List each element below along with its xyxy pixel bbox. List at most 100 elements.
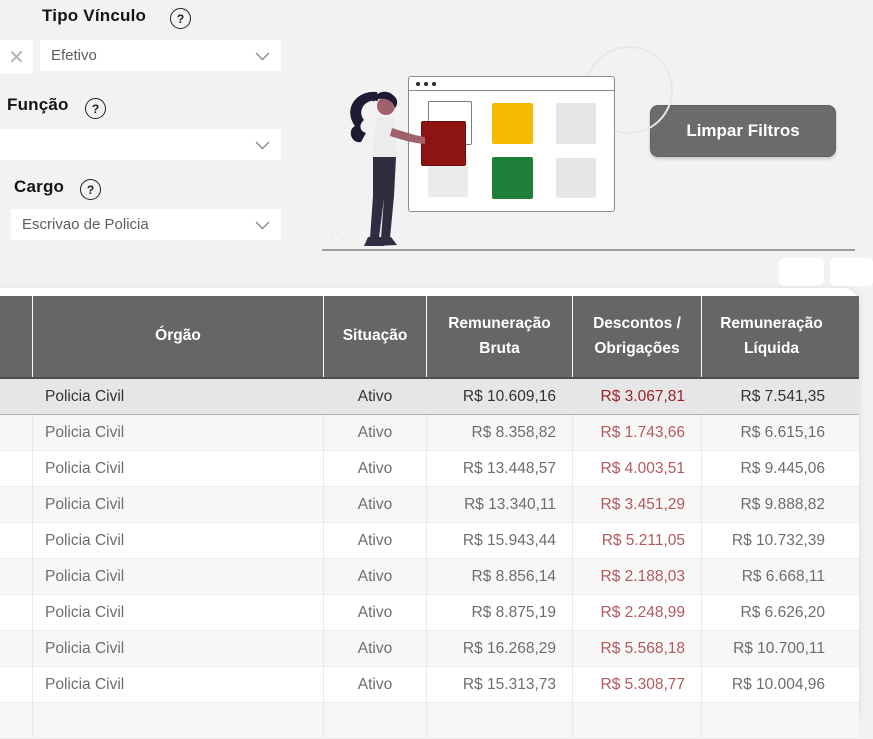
cell-blank: [0, 451, 33, 486]
cell-remuneracao-bruta: R$ 8.875,19: [427, 595, 573, 630]
cell-remuneracao-liquida: R$ 10.732,39: [731, 531, 825, 549]
cell-orgao: Policia Civil: [33, 631, 324, 666]
cell-situacao: Ativo: [324, 487, 427, 522]
cell-situacao: Ativo: [324, 595, 427, 630]
cell-remuneracao-liquida: R$ 7.541,35: [740, 387, 825, 405]
cell-blank: [0, 523, 33, 558]
person-illustration: [350, 91, 425, 246]
cell-remuneracao-bruta: R$ 8.358,82: [427, 415, 573, 450]
tipo-vinculo-value: Efetivo: [51, 47, 97, 64]
cell-remuneracao-bruta: R$ 15.943,44: [427, 523, 573, 558]
results-table-card: Órgão Situação Remuneração Bruta Descont…: [0, 288, 859, 739]
table-row[interactable]: Policia Civil Ativo R$ 15.943,44 R$ 5.21…: [0, 523, 859, 559]
clear-tipo-vinculo-button[interactable]: ✕: [0, 40, 33, 74]
cell-orgao: Policia Civil: [33, 487, 324, 522]
cargo-dropdown[interactable]: Escrivao de Policia: [11, 209, 281, 240]
column-header-remuneracao-liquida[interactable]: Remuneração Líquida: [720, 315, 823, 357]
cell-descontos: [573, 703, 702, 738]
cell-blank: [0, 415, 33, 450]
column-header-situacao[interactable]: Situação: [324, 296, 427, 377]
cell-remuneracao-bruta: R$ 13.448,57: [427, 451, 573, 486]
cell-situacao: [324, 703, 427, 738]
tipo-vinculo-dropdown[interactable]: Efetivo: [40, 40, 281, 71]
table-row[interactable]: Policia Civil Ativo R$ 16.268,29 R$ 5.56…: [0, 631, 859, 667]
cell-descontos: R$ 1.743,66: [573, 415, 702, 450]
yellow-tile: [492, 103, 533, 144]
funcao-dropdown[interactable]: [0, 129, 281, 160]
cell-blank: [0, 703, 33, 738]
window-dot-icon: [424, 81, 428, 86]
cell-remuneracao-liquida: [702, 703, 841, 738]
cell-blank: [0, 595, 33, 630]
cell-remuneracao-liquida: R$ 10.700,11: [733, 639, 825, 657]
cell-remuneracao-liquida: R$ 6.668,11: [741, 567, 825, 585]
cell-situacao: Ativo: [324, 451, 427, 486]
table-body: Policia Civil Ativo R$ 10.609,16 R$ 3.06…: [0, 379, 859, 739]
cell-remuneracao-bruta: R$ 10.609,16: [427, 379, 573, 414]
limpar-filtros-button[interactable]: Limpar Filtros: [650, 105, 836, 157]
heart-icon: ♡: [328, 226, 348, 251]
cell-situacao: Ativo: [324, 523, 427, 558]
table-row[interactable]: Policia Civil Ativo R$ 8.358,82 R$ 1.743…: [0, 415, 859, 451]
chevron-down-icon: [255, 221, 270, 230]
cell-orgao: Policia Civil: [33, 379, 324, 414]
cell-situacao: Ativo: [324, 379, 427, 414]
cell-remuneracao-bruta: [427, 703, 573, 738]
decorative-card: [779, 258, 824, 286]
ground-line: [322, 249, 855, 251]
cell-remuneracao-liquida: R$ 9.888,82: [740, 495, 825, 513]
clear-icon: ✕: [8, 46, 25, 69]
cell-situacao: Ativo: [324, 415, 427, 450]
cell-blank: [0, 379, 33, 414]
green-tile: [492, 157, 533, 199]
cell-remuneracao-liquida: R$ 9.445,06: [740, 459, 825, 477]
window-dot-icon: [432, 81, 436, 86]
cell-remuneracao-liquida: R$ 10.004,96: [731, 675, 825, 693]
gray-tile: [556, 158, 596, 198]
cell-orgao: Policia Civil: [33, 415, 324, 450]
table-row[interactable]: Policia Civil Ativo R$ 8.875,19 R$ 2.248…: [0, 595, 859, 631]
column-header-descontos[interactable]: Descontos / Obrigações: [573, 296, 702, 377]
tipo-vinculo-help-icon[interactable]: ?: [170, 8, 191, 29]
cell-remuneracao-liquida: R$ 6.615,16: [740, 423, 825, 441]
table-row[interactable]: Policia Civil Ativo R$ 13.448,57 R$ 4.00…: [0, 451, 859, 487]
table-header-row: Órgão Situação Remuneração Bruta Descont…: [0, 296, 859, 379]
cell-remuneracao-liquida: R$ 6.626,20: [740, 603, 825, 621]
cell-orgao: Policia Civil: [33, 559, 324, 594]
cell-blank: [0, 559, 33, 594]
cargo-label: Cargo: [14, 177, 65, 196]
window-dot-icon: [416, 81, 420, 86]
table-row[interactable]: Policia Civil Ativo R$ 13.340,11 R$ 3.45…: [0, 487, 859, 523]
cell-descontos: R$ 5.568,18: [573, 631, 702, 666]
cell-descontos: R$ 4.003,51: [573, 451, 702, 486]
cell-remuneracao-bruta: R$ 16.268,29: [427, 631, 573, 666]
decorative-card: [830, 258, 873, 286]
cell-situacao: Ativo: [324, 559, 427, 594]
cell-remuneracao-bruta: R$ 13.340,11: [427, 487, 573, 522]
table-row[interactable]: Policia Civil Ativo R$ 8.856,14 R$ 2.188…: [0, 559, 859, 595]
cell-blank: [0, 631, 33, 666]
funcao-help-icon[interactable]: ?: [85, 98, 106, 119]
funcao-label: Função: [7, 95, 69, 114]
cell-descontos: R$ 3.451,29: [573, 487, 702, 522]
cell-descontos: R$ 5.211,05: [573, 523, 702, 558]
chevron-down-icon: [255, 141, 270, 150]
cell-orgao: Policia Civil: [33, 667, 324, 702]
table-row[interactable]: Policia Civil Ativo R$ 10.609,16 R$ 3.06…: [0, 379, 859, 415]
chevron-down-icon: [255, 52, 270, 61]
red-tile: [421, 121, 466, 166]
column-header-remuneracao-bruta[interactable]: Remuneração Bruta: [427, 296, 573, 377]
column-header-orgao[interactable]: Órgão: [33, 296, 324, 377]
table-row[interactable]: Policia Civil Ativo R$ 15.313,73 R$ 5.30…: [0, 667, 859, 703]
column-header-blank[interactable]: [0, 296, 33, 377]
cell-orgao: [33, 703, 324, 738]
cell-situacao: Ativo: [324, 631, 427, 666]
report-canvas: { "filters": { "tipo_vinculo": { "label"…: [0, 6, 873, 738]
browser-titlebar: [409, 77, 614, 91]
table-row[interactable]: [0, 703, 859, 739]
cell-remuneracao-bruta: R$ 15.313,73: [427, 667, 573, 702]
cell-orgao: Policia Civil: [33, 595, 324, 630]
cargo-value: Escrivao de Policia: [22, 216, 149, 233]
cell-orgao: Policia Civil: [33, 523, 324, 558]
cargo-help-icon[interactable]: ?: [80, 179, 101, 200]
